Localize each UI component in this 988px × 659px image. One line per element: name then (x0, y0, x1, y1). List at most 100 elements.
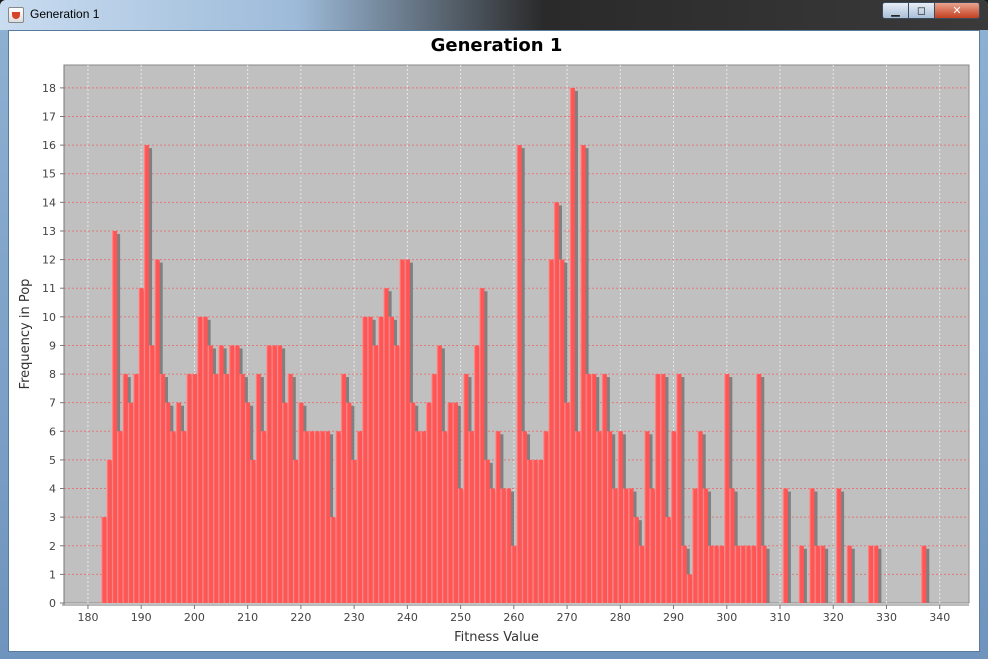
histogram-bar (229, 345, 235, 603)
histogram-bar (479, 288, 485, 603)
histogram-bar (580, 145, 586, 603)
histogram-bar (367, 316, 373, 603)
histogram-bar (298, 402, 304, 603)
x-tick-label: 270 (557, 611, 578, 624)
histogram-bar (223, 374, 229, 603)
histogram-bar (207, 345, 213, 603)
histogram-bar (175, 402, 182, 603)
histogram-bar (202, 316, 208, 603)
histogram-bar (612, 488, 618, 603)
histogram-bar (410, 402, 416, 603)
histogram-bar (159, 374, 166, 603)
chart-title: Generation 1 (431, 35, 563, 56)
histogram-bar (740, 545, 746, 603)
bar-shadow (663, 377, 669, 603)
bar-shadow (482, 291, 488, 603)
histogram-bar (654, 374, 661, 603)
histogram-bar (745, 545, 751, 603)
x-tick-label: 310 (770, 611, 791, 624)
histogram-bar (867, 545, 874, 603)
histogram-bar (447, 402, 453, 603)
histogram-bar (101, 517, 107, 603)
histogram-bar (378, 316, 384, 603)
histogram-bar (154, 259, 160, 603)
y-tick-label: 13 (42, 225, 56, 238)
histogram-bar (819, 545, 826, 603)
window-controls: ▁ ◻ ✕ (882, 2, 980, 20)
y-tick-label: 5 (49, 454, 56, 467)
histogram-bar (564, 402, 570, 603)
histogram-bar (633, 517, 639, 603)
x-tick-label: 320 (823, 611, 844, 624)
histogram-bar (351, 459, 357, 603)
histogram-bar (213, 374, 219, 603)
histogram-bar (245, 402, 251, 603)
x-tick-label: 240 (397, 611, 418, 624)
histogram-bar (649, 488, 655, 603)
bar-shadow (114, 233, 121, 603)
y-tick-label: 7 (49, 397, 56, 410)
histogram-bar (260, 431, 267, 603)
histogram-bar (585, 374, 591, 603)
histogram-bar (383, 288, 389, 603)
histogram-bar (702, 488, 709, 603)
histogram-bar (149, 345, 155, 603)
histogram-bar (537, 459, 544, 603)
histogram-bar (846, 545, 852, 603)
x-tick-label: 190 (131, 611, 152, 624)
histogram-bar (346, 402, 352, 603)
histogram-bar (399, 259, 405, 603)
histogram-bar (330, 517, 336, 603)
close-button[interactable]: ✕ (935, 2, 980, 19)
histogram-bar (708, 545, 714, 603)
y-tick-label: 3 (49, 511, 56, 524)
histogram-bar (670, 431, 677, 603)
histogram-bar (607, 431, 613, 603)
x-tick-label: 200 (184, 611, 205, 624)
minimize-button[interactable]: ▁ (882, 2, 909, 19)
histogram-bar (468, 431, 474, 603)
x-tick-label: 210 (237, 611, 258, 624)
histogram-bar (165, 402, 171, 603)
y-tick-label: 4 (49, 483, 56, 496)
histogram-bar (138, 288, 144, 603)
title-bar[interactable]: Generation 1 ▁ ◻ ✕ (0, 0, 988, 30)
histogram-bar (394, 345, 400, 603)
y-tick-label: 6 (49, 425, 56, 438)
histogram-bar (724, 374, 730, 603)
x-tick-label: 180 (77, 611, 98, 624)
x-tick-label: 230 (344, 611, 365, 624)
histogram-bar (250, 459, 256, 603)
histogram-bar (921, 545, 927, 603)
y-tick-label: 1 (49, 568, 56, 581)
histogram-bar (324, 431, 331, 603)
x-tick-label: 330 (876, 611, 897, 624)
histogram-chart: 180 190 200 210 220 230 240 250 260 270 280 290 300 3… (18, 35, 970, 645)
histogram-bar (308, 431, 315, 603)
window-title: Generation 1 (30, 7, 100, 21)
histogram-bar (511, 545, 517, 603)
y-tick-label: 15 (42, 168, 56, 181)
y-tick-label: 16 (42, 139, 56, 152)
histogram-bar (622, 488, 629, 603)
histogram-bar (601, 374, 607, 603)
maximize-button[interactable]: ◻ (909, 2, 935, 19)
histogram-bar (356, 431, 363, 603)
y-tick-label: 14 (42, 196, 56, 209)
histogram-bar (234, 345, 240, 603)
x-tick-label: 250 (450, 611, 471, 624)
histogram-bar (431, 374, 437, 603)
bar-shadow (759, 377, 765, 603)
histogram-bar (218, 345, 224, 603)
histogram-bar (500, 488, 506, 603)
histogram-bar (372, 345, 378, 603)
y-tick-label: 2 (49, 540, 56, 553)
x-tick-label: 290 (663, 611, 684, 624)
y-tick-label: 17 (42, 111, 56, 124)
histogram-bar (436, 345, 442, 603)
bar-shadow (838, 491, 845, 603)
histogram-bar (452, 402, 458, 603)
histogram-bar (638, 545, 645, 603)
histogram-bar (527, 459, 533, 603)
histogram-bar (181, 431, 187, 603)
